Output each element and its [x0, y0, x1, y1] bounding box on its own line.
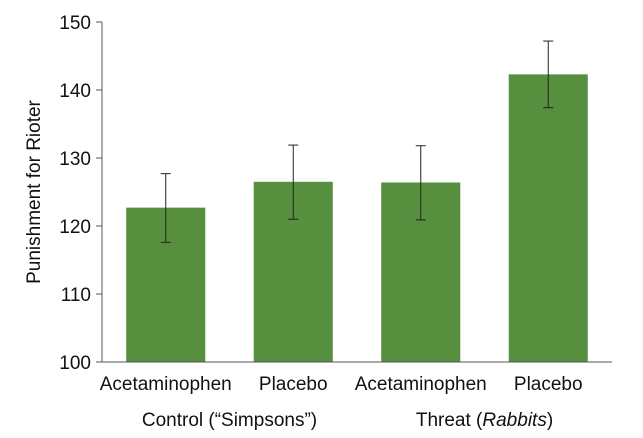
group-label: Threat (Rabbits) [416, 410, 553, 431]
y-axis-title: Punishment for Rioter [24, 99, 45, 283]
category-label: Acetaminophen [100, 374, 232, 395]
category-label: Acetaminophen [355, 374, 487, 395]
group-label-italic: Rabbits [482, 410, 547, 431]
group-label: Control (“Simpsons”) [142, 410, 317, 431]
y-tick-label: 100 [59, 353, 91, 374]
error-bars [160, 40, 554, 243]
bars [126, 74, 588, 363]
group-labels: Control (“Simpsons”) Threat (Rabbits) [142, 410, 553, 431]
y-tick-label: 150 [59, 13, 91, 34]
y-tick-label: 140 [59, 81, 91, 102]
y-axis: 100 110 120 130 140 150 [59, 13, 103, 374]
y-tick-label: 110 [61, 285, 91, 306]
group-label-suffix: ) [547, 410, 553, 431]
category-label: Placebo [514, 374, 583, 395]
bar [508, 74, 588, 363]
y-tick-label: 130 [59, 149, 91, 170]
group-label-prefix: Threat ( [416, 410, 483, 431]
y-tick-label: 120 [59, 217, 91, 238]
group-label-prefix: Control (“Simpsons”) [142, 410, 317, 431]
category-label: Placebo [259, 374, 328, 395]
category-labels: Acetaminophen Placebo Acetaminophen Placebo [100, 374, 583, 395]
